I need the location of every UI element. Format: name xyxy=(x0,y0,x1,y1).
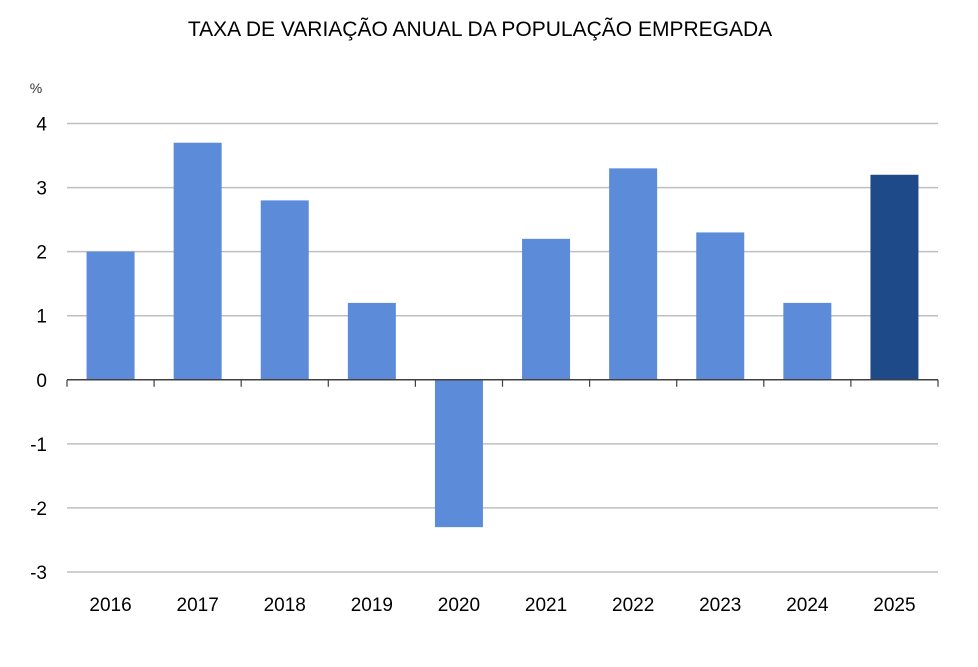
y-axis-unit-label: % xyxy=(30,80,42,96)
bar-2022 xyxy=(609,168,658,380)
bar-2024 xyxy=(783,302,832,380)
bar-2021 xyxy=(522,238,571,380)
y-tick-label: 3 xyxy=(36,179,47,200)
bar-2016 xyxy=(86,251,135,380)
bar-2019 xyxy=(347,302,396,380)
y-tick-label: -3 xyxy=(30,563,47,584)
y-tick-label: -2 xyxy=(30,499,47,520)
chart-title: TAXA DE VARIAÇÃO ANUAL DA POPULAÇÃO EMPR… xyxy=(188,17,772,41)
x-tick-label: 2022 xyxy=(612,595,654,616)
x-tick-label: 2021 xyxy=(525,595,567,616)
x-axis-ticks: 2016 2017 2018 2019 2020 2021 2022 2023 2024 2025 xyxy=(89,595,915,616)
bar-2017 xyxy=(173,142,222,380)
x-tick-label: 2024 xyxy=(786,595,829,616)
bars xyxy=(86,142,919,528)
bar-2020 xyxy=(434,379,483,528)
bar-2023 xyxy=(696,232,745,380)
x-tick-label: 2023 xyxy=(699,595,741,616)
x-tick-label: 2016 xyxy=(89,595,131,616)
y-tick-label: -1 xyxy=(30,435,47,456)
y-tick-label: 0 xyxy=(36,371,47,392)
x-axis xyxy=(66,379,939,387)
x-tick-label: 2019 xyxy=(351,595,393,616)
x-tick-label: 2017 xyxy=(177,595,219,616)
y-tick-label: 2 xyxy=(36,243,47,264)
x-tick-label: 2025 xyxy=(873,595,915,616)
x-tick-label: 2020 xyxy=(438,595,480,616)
y-axis-ticks: 4 3 2 1 0 -1 -2 -3 xyxy=(30,115,47,585)
x-tick-label: 2018 xyxy=(264,595,306,616)
y-tick-label: 4 xyxy=(36,115,47,136)
bar-2018 xyxy=(260,200,309,380)
y-tick-label: 1 xyxy=(36,307,47,328)
bar-2025 xyxy=(870,174,919,380)
